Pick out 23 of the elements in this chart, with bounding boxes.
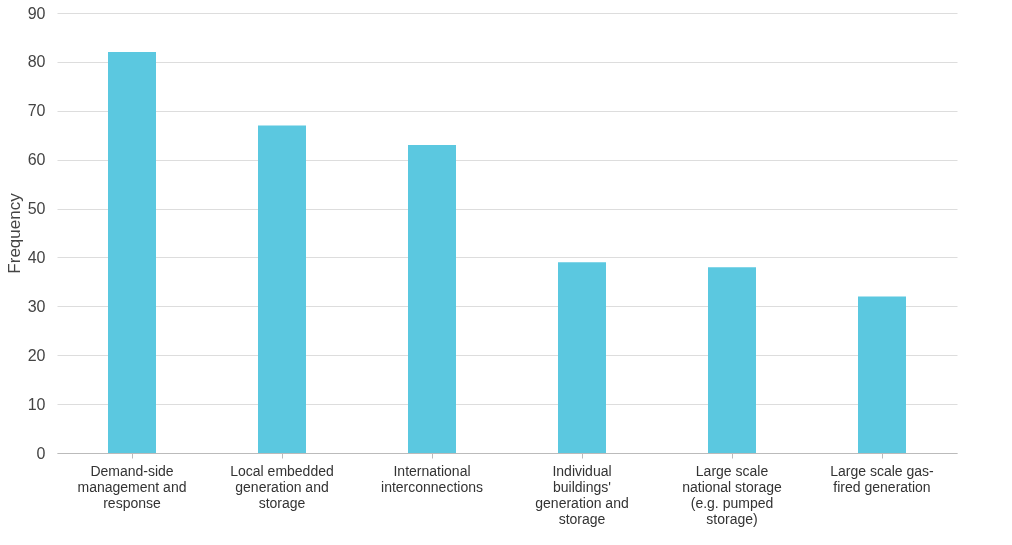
y-axis-title: Frequency	[4, 192, 24, 274]
bar	[708, 267, 756, 453]
x-tick-label: Demand-side management and response	[77, 462, 187, 511]
y-tick-label: 50	[27, 200, 46, 218]
bar	[858, 296, 906, 453]
y-tick-label: 0	[36, 444, 46, 462]
y-tick-label: 30	[27, 297, 46, 315]
x-tick-label: Large scale national storage (e.g. pumped storage)	[682, 462, 783, 527]
y-tick-label: 40	[27, 248, 46, 266]
bar	[108, 52, 156, 453]
x-tick-label: Individual buildings' generation and storage	[535, 462, 629, 527]
y-tick-label: 70	[27, 102, 46, 120]
y-tick-label: 90	[27, 4, 46, 22]
x-tick-label: International interconnections	[381, 462, 483, 495]
bar	[558, 262, 606, 453]
bar	[258, 125, 306, 453]
bar	[408, 145, 456, 453]
y-tick-label: 80	[27, 53, 46, 71]
x-tick-label: Large scale gas-fired generation	[830, 462, 935, 495]
y-tick-label: 10	[27, 395, 46, 413]
y-tick-label: 20	[27, 346, 46, 364]
x-tick-label: Local embedded generation and storage	[230, 462, 334, 511]
y-tick-label: 60	[27, 151, 46, 169]
